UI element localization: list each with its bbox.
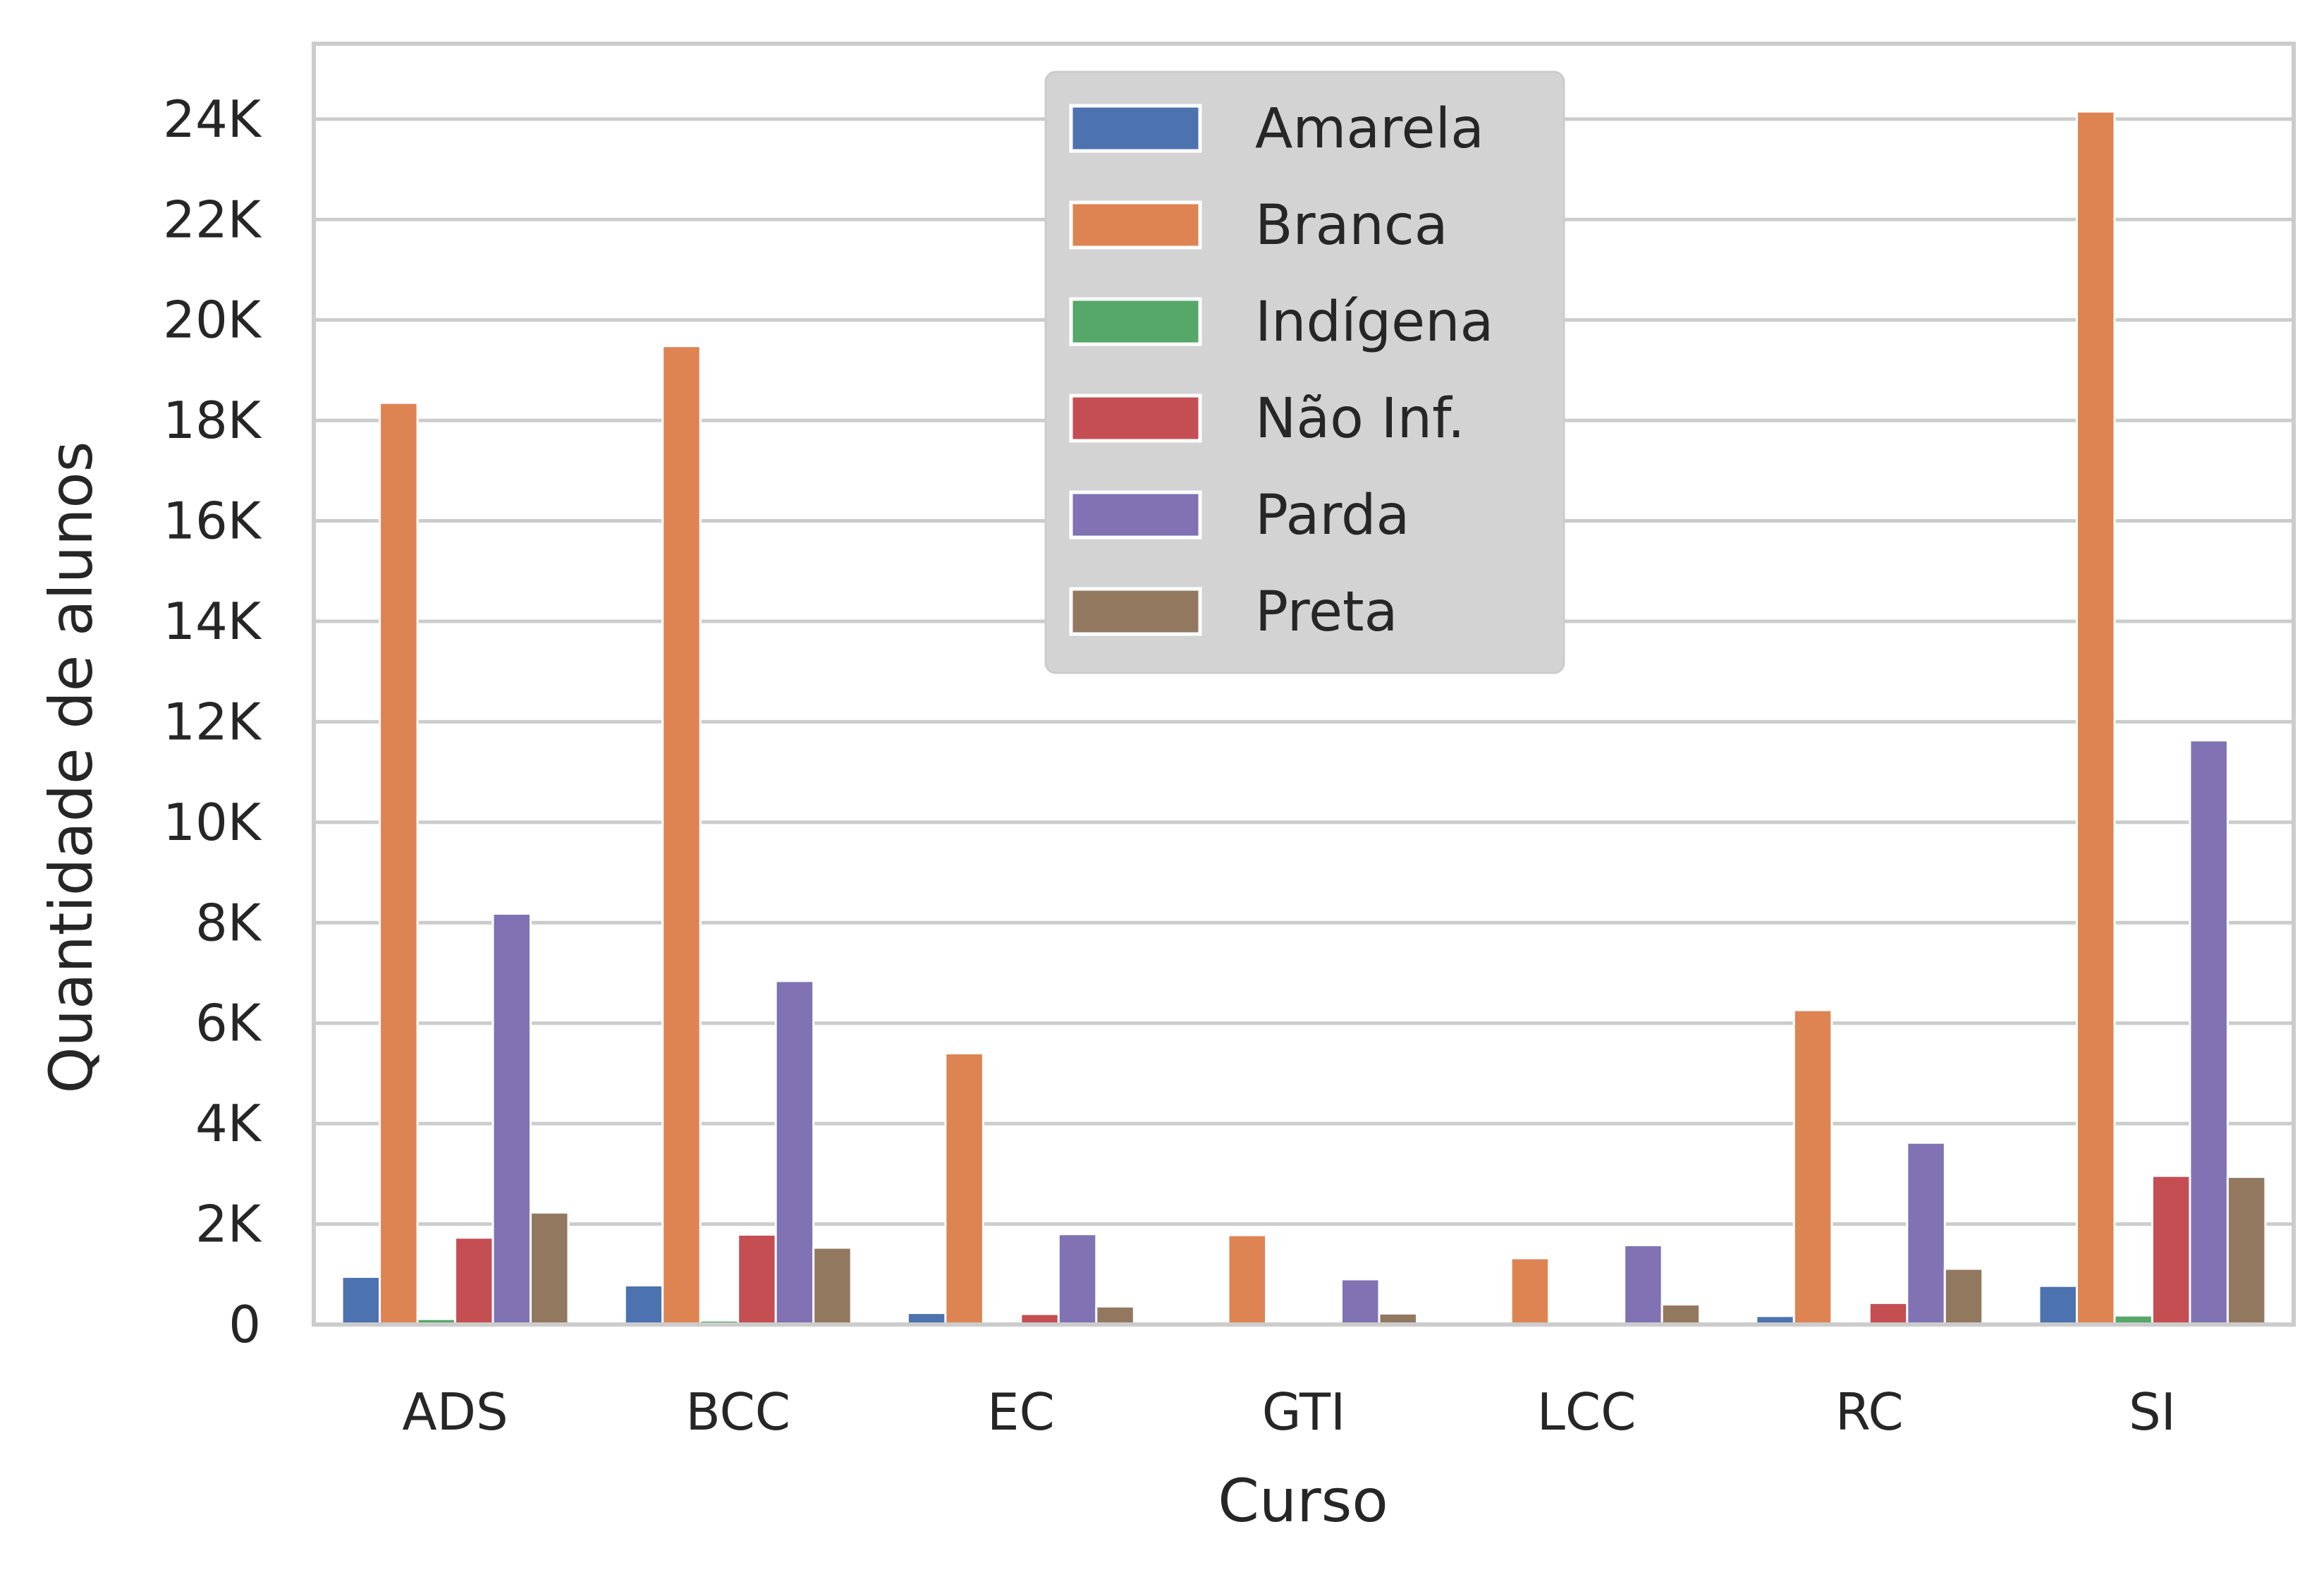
legend: Amarela Branca Indígena Não Inf. Parda Preta (1046, 72, 1564, 673)
bar (1907, 1143, 1945, 1325)
legend-label: Indígena (1255, 291, 1493, 354)
bar (531, 1212, 568, 1325)
bar (625, 1285, 662, 1325)
legend-label: Amarela (1255, 97, 1484, 161)
bar (455, 1238, 493, 1325)
bar (2077, 111, 2114, 1325)
bar (1945, 1269, 1982, 1325)
y-tick-label: 8K (195, 893, 262, 952)
legend-swatch (1071, 106, 1200, 151)
bar (1228, 1235, 1266, 1325)
bar (776, 981, 813, 1325)
legend-swatch (1071, 396, 1200, 441)
bar (1341, 1279, 1378, 1325)
legend-label: Parda (1255, 484, 1409, 547)
y-tick-label: 6K (195, 994, 262, 1053)
x-axis-title: Curso (1218, 1466, 1388, 1535)
legend-swatch (1071, 492, 1200, 537)
legend-label: Preta (1255, 580, 1398, 644)
x-tick-label: BCC (685, 1382, 790, 1442)
legend-label: Branca (1255, 194, 1448, 257)
x-tick-label: ADS (402, 1382, 508, 1442)
y-tick-label: 2K (195, 1195, 262, 1254)
bar (2190, 741, 2227, 1325)
y-tick-label: 18K (163, 391, 262, 450)
bar (738, 1235, 776, 1325)
bar (946, 1053, 983, 1325)
bar (342, 1277, 379, 1325)
bar (2152, 1176, 2189, 1325)
x-tick-label: RC (1835, 1382, 1904, 1442)
bar (493, 913, 530, 1325)
y-axis-title: Quantidade de alunos (37, 442, 106, 1094)
bar (1511, 1258, 1548, 1325)
y-tick-label: 0 (228, 1295, 261, 1354)
bar (1869, 1303, 1907, 1325)
bar (663, 346, 700, 1325)
y-tick-label: 20K (163, 291, 262, 350)
bar (380, 403, 417, 1325)
bar (1058, 1234, 1096, 1325)
x-tick-label: LCC (1537, 1382, 1637, 1442)
legend-swatch (1071, 589, 1200, 634)
y-tick-label: 24K (163, 90, 262, 149)
y-tick-label: 12K (163, 692, 262, 751)
x-tick-label: SI (2129, 1382, 2176, 1442)
legend-swatch (1071, 299, 1200, 344)
y-tick-label: 14K (163, 592, 262, 651)
x-tick-label: EC (987, 1382, 1055, 1442)
legend-label: Não Inf. (1255, 387, 1465, 451)
x-tick-label: GTI (1262, 1382, 1345, 1442)
y-tick-label: 10K (163, 793, 262, 852)
bar (1662, 1305, 1699, 1325)
bar (2227, 1177, 2265, 1325)
bar (1096, 1306, 1134, 1325)
legend-swatch (1071, 202, 1200, 248)
bar (1625, 1245, 1662, 1325)
y-tick-label: 22K (163, 190, 262, 249)
y-tick-label: 4K (195, 1094, 262, 1153)
y-tick-label: 16K (163, 492, 262, 551)
bar (1794, 1010, 1831, 1325)
bar (814, 1248, 851, 1325)
bar (2039, 1286, 2077, 1325)
